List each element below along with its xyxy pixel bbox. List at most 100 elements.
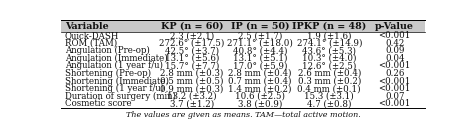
Text: Variable: Variable	[65, 22, 109, 31]
Bar	[365, 85, 425, 92]
Text: 15.7° (±7.7): 15.7° (±7.7)	[165, 61, 219, 70]
Text: 0.26: 0.26	[385, 69, 404, 78]
Text: 4.7 (±0.8): 4.7 (±0.8)	[307, 99, 352, 108]
Text: 15.3 (±3.1): 15.3 (±3.1)	[304, 92, 354, 101]
Text: 0.3 mm (±0.2): 0.3 mm (±0.2)	[298, 77, 361, 86]
Text: 2.5 (±1.7): 2.5 (±1.7)	[238, 31, 283, 40]
Text: IP (n = 50): IP (n = 50)	[231, 22, 290, 31]
Text: Quick-DASH: Quick-DASH	[65, 31, 119, 40]
Bar	[61, 92, 157, 100]
Bar	[227, 100, 294, 108]
Bar	[227, 77, 294, 85]
Text: 2.8 mm (±0.3): 2.8 mm (±0.3)	[160, 69, 224, 78]
Text: KP (n = 60): KP (n = 60)	[161, 22, 223, 31]
Bar	[157, 85, 227, 92]
Text: 42.5° (±3.7): 42.5° (±3.7)	[165, 46, 219, 55]
Text: <0.001: <0.001	[379, 77, 411, 86]
Text: IPKP (n = 48): IPKP (n = 48)	[292, 22, 366, 31]
Text: Angulation (Pre-op): Angulation (Pre-op)	[65, 46, 150, 55]
Bar	[294, 77, 365, 85]
Text: Shortening (Pre-op): Shortening (Pre-op)	[65, 69, 151, 78]
Text: 274.1° (±14.9): 274.1° (±14.9)	[297, 39, 362, 48]
Bar	[157, 47, 227, 55]
Bar	[365, 70, 425, 77]
Text: 1.4 mm (±0.2): 1.4 mm (±0.2)	[228, 84, 292, 93]
Text: 13.1° (±5.1): 13.1° (±5.1)	[233, 54, 287, 63]
Text: 2.6 mm (±0.4): 2.6 mm (±0.4)	[298, 69, 361, 78]
Text: 43.6° (±5.3): 43.6° (±5.3)	[302, 46, 356, 55]
Bar	[365, 77, 425, 85]
Bar	[365, 62, 425, 70]
Text: Duration of surgery (min): Duration of surgery (min)	[65, 92, 176, 101]
Bar	[365, 47, 425, 55]
Text: 1.9 (±1.6): 1.9 (±1.6)	[307, 31, 352, 40]
Bar	[157, 55, 227, 62]
Bar	[157, 20, 227, 32]
Text: <0.001: <0.001	[379, 84, 411, 93]
Text: 13.1° (±5.6): 13.1° (±5.6)	[165, 54, 219, 63]
Bar	[61, 100, 157, 108]
Bar	[294, 100, 365, 108]
Bar	[61, 77, 157, 85]
Bar	[365, 92, 425, 100]
Bar	[227, 47, 294, 55]
Text: 271.1° (±18.0): 271.1° (±18.0)	[227, 39, 293, 48]
Bar	[61, 70, 157, 77]
Text: 2.3 (±2.1): 2.3 (±2.1)	[170, 31, 214, 40]
Text: 12.6° (±2.5): 12.6° (±2.5)	[302, 61, 356, 70]
Bar	[294, 39, 365, 47]
Text: 0.4 mm (±0.1): 0.4 mm (±0.1)	[298, 84, 361, 93]
Text: Cosmetic score: Cosmetic score	[65, 99, 131, 108]
Bar	[294, 62, 365, 70]
Text: 2.8 mm (±0.4): 2.8 mm (±0.4)	[228, 69, 292, 78]
Bar	[294, 85, 365, 92]
Text: 13.2 (±3.2): 13.2 (±3.2)	[167, 92, 217, 101]
Bar	[61, 62, 157, 70]
Bar	[227, 20, 294, 32]
Bar	[365, 20, 425, 32]
Text: 272.6° (±17.5): 272.6° (±17.5)	[159, 39, 225, 48]
Text: <0.001: <0.001	[379, 31, 411, 40]
Bar	[294, 47, 365, 55]
Bar	[294, 55, 365, 62]
Text: 0.7 mm (±0.4): 0.7 mm (±0.4)	[228, 77, 292, 86]
Bar	[227, 70, 294, 77]
Text: <0.001: <0.001	[379, 99, 411, 108]
Bar	[365, 100, 425, 108]
Text: 0.07: 0.07	[385, 92, 404, 101]
Bar	[227, 32, 294, 39]
Text: 0.5 mm (±0.5): 0.5 mm (±0.5)	[160, 77, 224, 86]
Text: The values are given as means. TAM—total active motion.: The values are given as means. TAM—total…	[126, 111, 360, 119]
Bar	[61, 20, 157, 32]
Bar	[294, 70, 365, 77]
Bar	[61, 39, 157, 47]
Bar	[157, 92, 227, 100]
Text: Angulation (1 year f/u): Angulation (1 year f/u)	[65, 61, 163, 70]
Bar	[61, 32, 157, 39]
Text: 10.3° (±4.0): 10.3° (±4.0)	[302, 54, 356, 63]
Bar	[227, 62, 294, 70]
Bar	[294, 20, 365, 32]
Text: 3.8 (±0.9): 3.8 (±0.9)	[238, 99, 283, 108]
Text: 10.6 (±2.5): 10.6 (±2.5)	[235, 92, 285, 101]
Text: 40.8° (±4.4): 40.8° (±4.4)	[233, 46, 287, 55]
Text: 0.9 mm (±0.3): 0.9 mm (±0.3)	[160, 84, 224, 93]
Bar	[227, 39, 294, 47]
Text: <0.001: <0.001	[379, 61, 411, 70]
Bar	[61, 55, 157, 62]
Bar	[157, 100, 227, 108]
Text: Shortening (Immediate): Shortening (Immediate)	[65, 77, 169, 86]
Bar	[365, 55, 425, 62]
Bar	[61, 85, 157, 92]
Text: 0.09: 0.09	[385, 46, 404, 55]
Text: 0.42: 0.42	[385, 39, 404, 48]
Text: 0.04: 0.04	[385, 54, 404, 63]
Text: ROM (TAM): ROM (TAM)	[65, 39, 117, 48]
Bar	[365, 32, 425, 39]
Bar	[157, 70, 227, 77]
Text: Angulation (Immediate): Angulation (Immediate)	[65, 54, 167, 63]
Bar	[365, 39, 425, 47]
Text: 17.0° (±5.9): 17.0° (±5.9)	[233, 61, 287, 70]
Bar	[294, 32, 365, 39]
Bar	[61, 47, 157, 55]
